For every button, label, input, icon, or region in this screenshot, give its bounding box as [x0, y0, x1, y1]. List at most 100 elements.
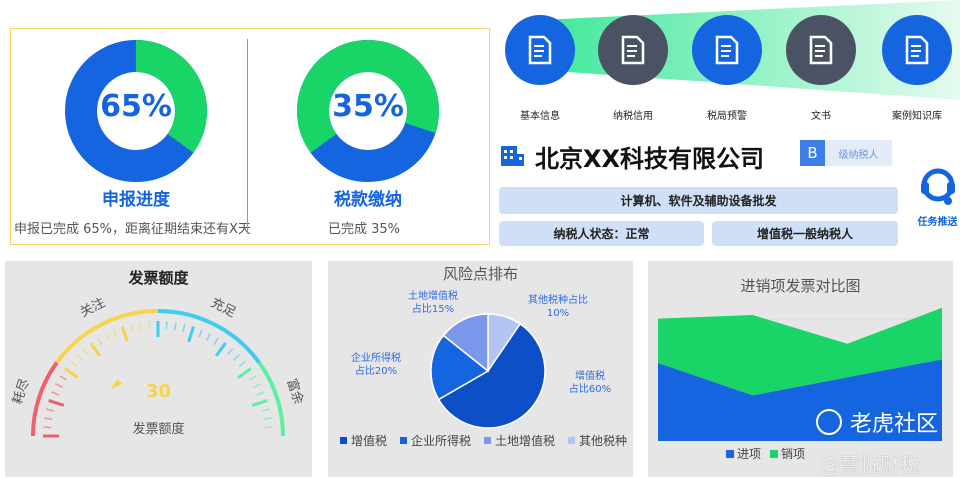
taxpayer-grade-badge: B 级纳税人 [800, 140, 892, 166]
pie-data-label: 其他税种占比 [528, 293, 588, 306]
gauge-band-0 [31, 361, 59, 437]
filing-title: 申报进度 [102, 190, 170, 210]
zip-file-icon [598, 15, 668, 85]
area-series-进项 [658, 359, 942, 441]
gauge-band-3 [257, 361, 285, 437]
building-icon [499, 142, 525, 174]
gauge-tick [121, 326, 129, 343]
progress-panel: 65% 申报进度 申报已完成 65%，距离征期结束还有X天 35% 税款缴纳 已… [10, 28, 490, 245]
gauge-band-label: 充足 [208, 295, 238, 321]
gauge-tick [248, 375, 257, 381]
gauge-title: 发票额度 [128, 269, 189, 287]
gauge-tick [187, 326, 195, 343]
legend-label: 其他税种 [579, 434, 627, 448]
pie-slice-土地增值税 [442, 313, 489, 373]
legend-label: 销项 [781, 447, 805, 461]
nav-label: 案例知识库 [892, 111, 942, 122]
task-push-button[interactable]: 任务推送 [915, 165, 960, 228]
legend-swatch [770, 450, 778, 458]
area-chart: 进项 销项 [658, 307, 942, 461]
gauge-tick [226, 348, 234, 356]
gauge-tick [76, 354, 83, 361]
gauge-tick [256, 391, 265, 396]
pie-slice-增值税 [437, 322, 546, 429]
nav-label: 文书 [811, 111, 831, 122]
pie-title: 风险点排布 [442, 265, 518, 283]
pie-data-label: 10% [547, 308, 569, 319]
legend-swatch [340, 437, 347, 444]
gauge-tick [44, 417, 53, 421]
nav-item-3[interactable]: 文书 [786, 15, 856, 122]
nav-item-2[interactable]: 税局预警 [692, 15, 762, 122]
legend-label: 企业所得税 [411, 433, 471, 448]
payment-subtitle: 已完成 35% [328, 222, 401, 237]
gauge-tick [105, 333, 111, 342]
pie-data-label: 土地增值税 [408, 289, 458, 302]
gauge-tick [165, 321, 168, 330]
invoice-compare-panel: 进销项发票对比图 进项 销项 老虎社区 @慧悦财税 [648, 261, 953, 477]
nav-label: 纳税信用 [613, 111, 653, 122]
gauge-tick [55, 383, 64, 389]
gauge-tick [139, 322, 143, 331]
gauge-tick [264, 426, 273, 429]
gauge-tick [89, 342, 102, 357]
gauge-tick [238, 360, 246, 368]
gauge-pointer [110, 379, 123, 390]
legend-swatch [726, 450, 734, 458]
certificate-document-icon [505, 15, 575, 85]
nav-label: 税局预警 [707, 111, 747, 122]
legend-label: 进项 [737, 447, 761, 461]
risk-panel: 风险点排布 其他税种占比 10% 增值税 占比60% 企业所得税 占比20% 土地增值税 占比… [328, 261, 633, 477]
gauge-value: 30 [145, 381, 172, 402]
task-push-label: 任务推送 [917, 217, 958, 228]
gauge-tick [205, 333, 211, 342]
pie-data-label: 占比60% [569, 382, 611, 395]
filing-donut [65, 40, 207, 182]
bookmark-document-icon [692, 15, 762, 85]
gauge-tick [263, 417, 272, 421]
gauge-tick [237, 367, 252, 380]
nav-item-4[interactable]: 案例知识库 [882, 15, 952, 122]
gauge-band-1 [55, 309, 159, 364]
company-name: 北京XX科技有限公司 [535, 145, 765, 173]
pie-chart: 其他税种占比10%增值税占比60%企业所得税占比20%土地增值税占比15%增值税… [340, 289, 627, 448]
gauge-tick [213, 337, 219, 346]
legend-label: 土地增值税 [495, 433, 555, 448]
community-watermark: 老虎社区 [816, 406, 938, 438]
payment-title: 税款缴纳 [334, 190, 402, 210]
gauge-tick [130, 324, 134, 333]
gauge-tick [148, 321, 151, 330]
tax-type-chip: 增值税一般纳税人 [712, 221, 898, 246]
payment-percent: 35% [332, 89, 404, 124]
gauge-tick [70, 360, 78, 368]
text-document-icon [786, 15, 856, 85]
gauge-tick [182, 324, 186, 333]
grade-label: 级纳税人 [838, 149, 879, 161]
chart-document-icon [882, 15, 952, 85]
invoice-quota-panel: 发票额度 耗尽 关注 充足 富余 30 发票额度 [5, 261, 312, 477]
gauge-tick [97, 337, 103, 346]
pie-data-label: 占比20% [355, 364, 397, 377]
gauge-tick [51, 391, 60, 396]
area-title: 进销项发票对比图 [740, 277, 861, 295]
gauge-tick [251, 399, 268, 407]
legend-label: 增值税 [351, 433, 387, 448]
gauge-tick [233, 354, 240, 361]
gauge-tick [43, 426, 52, 429]
gauge-tick [261, 408, 270, 412]
gauge-band-2 [157, 309, 261, 364]
nav-item-1[interactable]: 纳税信用 [598, 15, 668, 122]
industry-chip: 计算机、软件及辅助设备批发 [499, 187, 898, 214]
legend-swatch [484, 437, 491, 444]
gauge-tick [46, 408, 55, 412]
gauge-tick [64, 367, 79, 380]
nav-item-0[interactable]: 基本信息 [505, 15, 575, 122]
gauge-band-label: 关注 [78, 296, 108, 321]
donut-remaining-segment [135, 40, 207, 153]
filing-subtitle: 申报已完成 65%，距离征期结束还有X天 [14, 222, 251, 237]
tiger-logo-icon [816, 409, 842, 435]
donut-remaining-segment [297, 40, 439, 153]
pie-data-label: 企业所得税 [351, 351, 401, 364]
gauge-tick [113, 329, 118, 338]
status-chip: 纳税人状态：正常 [499, 221, 704, 246]
